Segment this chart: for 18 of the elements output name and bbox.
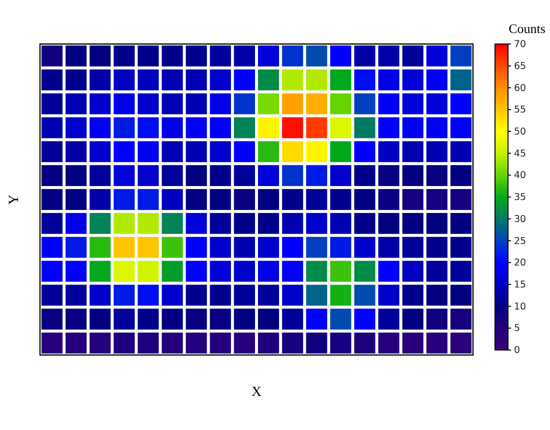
color-bar-label: 15 [514,279,526,290]
color-bar-label: 60 [514,82,526,94]
color-bar-label: 55 [514,104,526,116]
color-bar-label: 70 [514,39,526,50]
color-bar-label: 65 [514,60,526,72]
color-bar-label: 5 [514,323,520,334]
color-bar-label: 40 [514,170,526,182]
color-bar-label: 25 [514,236,526,247]
color-bar-label: 30 [514,214,526,225]
color-bar-label: 0 [514,345,520,356]
color-bar-label: 10 [514,301,526,312]
color-bar-label: 20 [514,258,526,269]
color-bar-label: 35 [514,192,526,204]
y-axis-title: Y [7,194,22,205]
color-bar-title: Counts [508,21,546,36]
color-bar-label: 50 [514,126,526,138]
color-bar-label: 45 [514,148,526,160]
x-axis-title: X [251,385,262,400]
